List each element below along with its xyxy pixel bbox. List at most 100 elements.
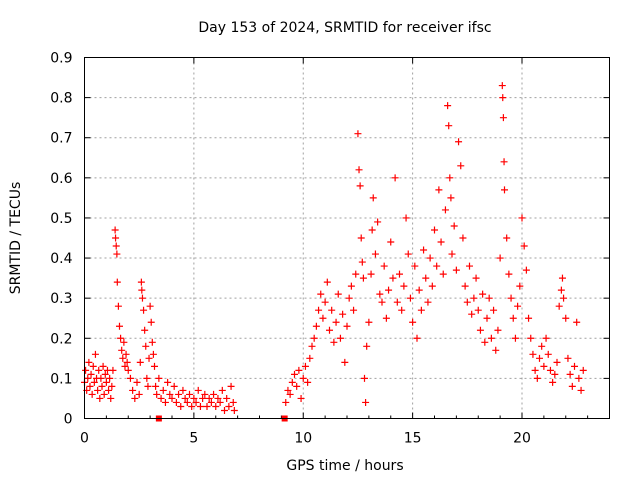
data-point — [85, 358, 93, 366]
data-point — [142, 342, 150, 350]
data-point — [571, 362, 578, 370]
data-point — [387, 238, 395, 246]
x-tick-label: 20 — [513, 431, 531, 447]
data-point — [354, 130, 362, 138]
y-tick-label: 0.7 — [50, 131, 72, 147]
data-point — [141, 326, 149, 334]
y-tick-label: 0.2 — [50, 331, 72, 347]
data-point — [481, 338, 489, 346]
data-point — [122, 350, 130, 358]
data-point — [374, 218, 382, 226]
data-point — [544, 350, 552, 358]
data-point — [123, 358, 131, 366]
data-point — [450, 222, 458, 230]
data-point — [143, 374, 151, 382]
data-point — [463, 298, 471, 306]
data-point — [503, 234, 511, 242]
data-point — [315, 306, 323, 314]
data-point — [445, 122, 453, 130]
data-point — [426, 254, 434, 262]
data-point — [199, 394, 207, 402]
data-point — [415, 286, 423, 294]
y-tick-label: 0.8 — [50, 91, 72, 107]
data-point — [86, 382, 94, 390]
data-point — [492, 346, 500, 354]
y-tick-label: 0.9 — [50, 51, 72, 67]
data-point — [385, 286, 393, 294]
data-point — [203, 402, 211, 410]
x-tick-label: 15 — [404, 431, 422, 447]
data-point — [291, 370, 298, 378]
data-point — [146, 302, 154, 310]
data-point — [494, 326, 502, 334]
data-point — [573, 318, 581, 326]
data-point — [334, 290, 342, 298]
data-point — [87, 370, 95, 378]
data-point — [183, 398, 191, 406]
x-tick-label: 10 — [294, 431, 312, 447]
data-point — [295, 366, 303, 374]
data-point — [413, 334, 421, 342]
data-point — [126, 374, 134, 382]
data-point — [190, 394, 198, 402]
data-point — [359, 274, 367, 282]
data-point — [529, 350, 537, 358]
data-point — [227, 382, 235, 390]
data-point — [177, 402, 185, 410]
data-point — [483, 314, 491, 322]
data-point — [411, 262, 419, 270]
data-point — [498, 82, 506, 90]
data-point — [509, 314, 517, 322]
data-point — [448, 250, 456, 258]
data-point — [221, 406, 228, 414]
data-point — [117, 334, 125, 342]
data-point — [90, 378, 98, 386]
data-point — [358, 258, 366, 266]
data-point — [557, 286, 565, 294]
data-point — [332, 318, 340, 326]
data-point — [455, 138, 463, 146]
data-point — [147, 318, 155, 326]
data-point — [468, 310, 476, 318]
data-point — [536, 354, 543, 362]
data-point — [196, 402, 204, 410]
data-point — [511, 334, 519, 342]
data-point — [144, 382, 152, 390]
data-point — [230, 406, 238, 414]
data-point — [212, 402, 220, 410]
data-point — [120, 338, 128, 346]
data-point — [540, 362, 548, 370]
data-point — [435, 186, 443, 194]
data-point — [111, 226, 119, 234]
data-point — [100, 390, 108, 398]
data-point — [157, 394, 165, 402]
data-point — [505, 270, 513, 278]
data-point — [188, 402, 196, 410]
data-point — [398, 306, 406, 314]
data-point — [159, 386, 167, 394]
data-point — [428, 282, 436, 290]
y-tick-label: 0 — [64, 412, 73, 428]
data-point — [116, 322, 123, 330]
data-point — [402, 214, 410, 222]
data-point — [97, 374, 105, 382]
data-point — [562, 314, 570, 322]
data-point — [479, 290, 487, 298]
data-point — [433, 262, 441, 270]
data-point — [179, 386, 187, 394]
y-tick-label: 0.3 — [50, 291, 72, 307]
data-point — [577, 386, 585, 394]
y-tick-label: 0.5 — [50, 211, 72, 227]
data-point — [356, 182, 364, 190]
x-tick-label: 5 — [189, 431, 198, 447]
data-point — [106, 374, 114, 382]
data-point — [304, 378, 312, 386]
data-point — [339, 310, 347, 318]
data-point — [369, 194, 377, 202]
grid — [84, 57, 610, 419]
data-point — [148, 338, 156, 346]
y-tick-label: 0.6 — [50, 171, 72, 187]
data-point — [308, 342, 316, 350]
data-point — [406, 294, 414, 302]
data-point — [409, 318, 417, 326]
